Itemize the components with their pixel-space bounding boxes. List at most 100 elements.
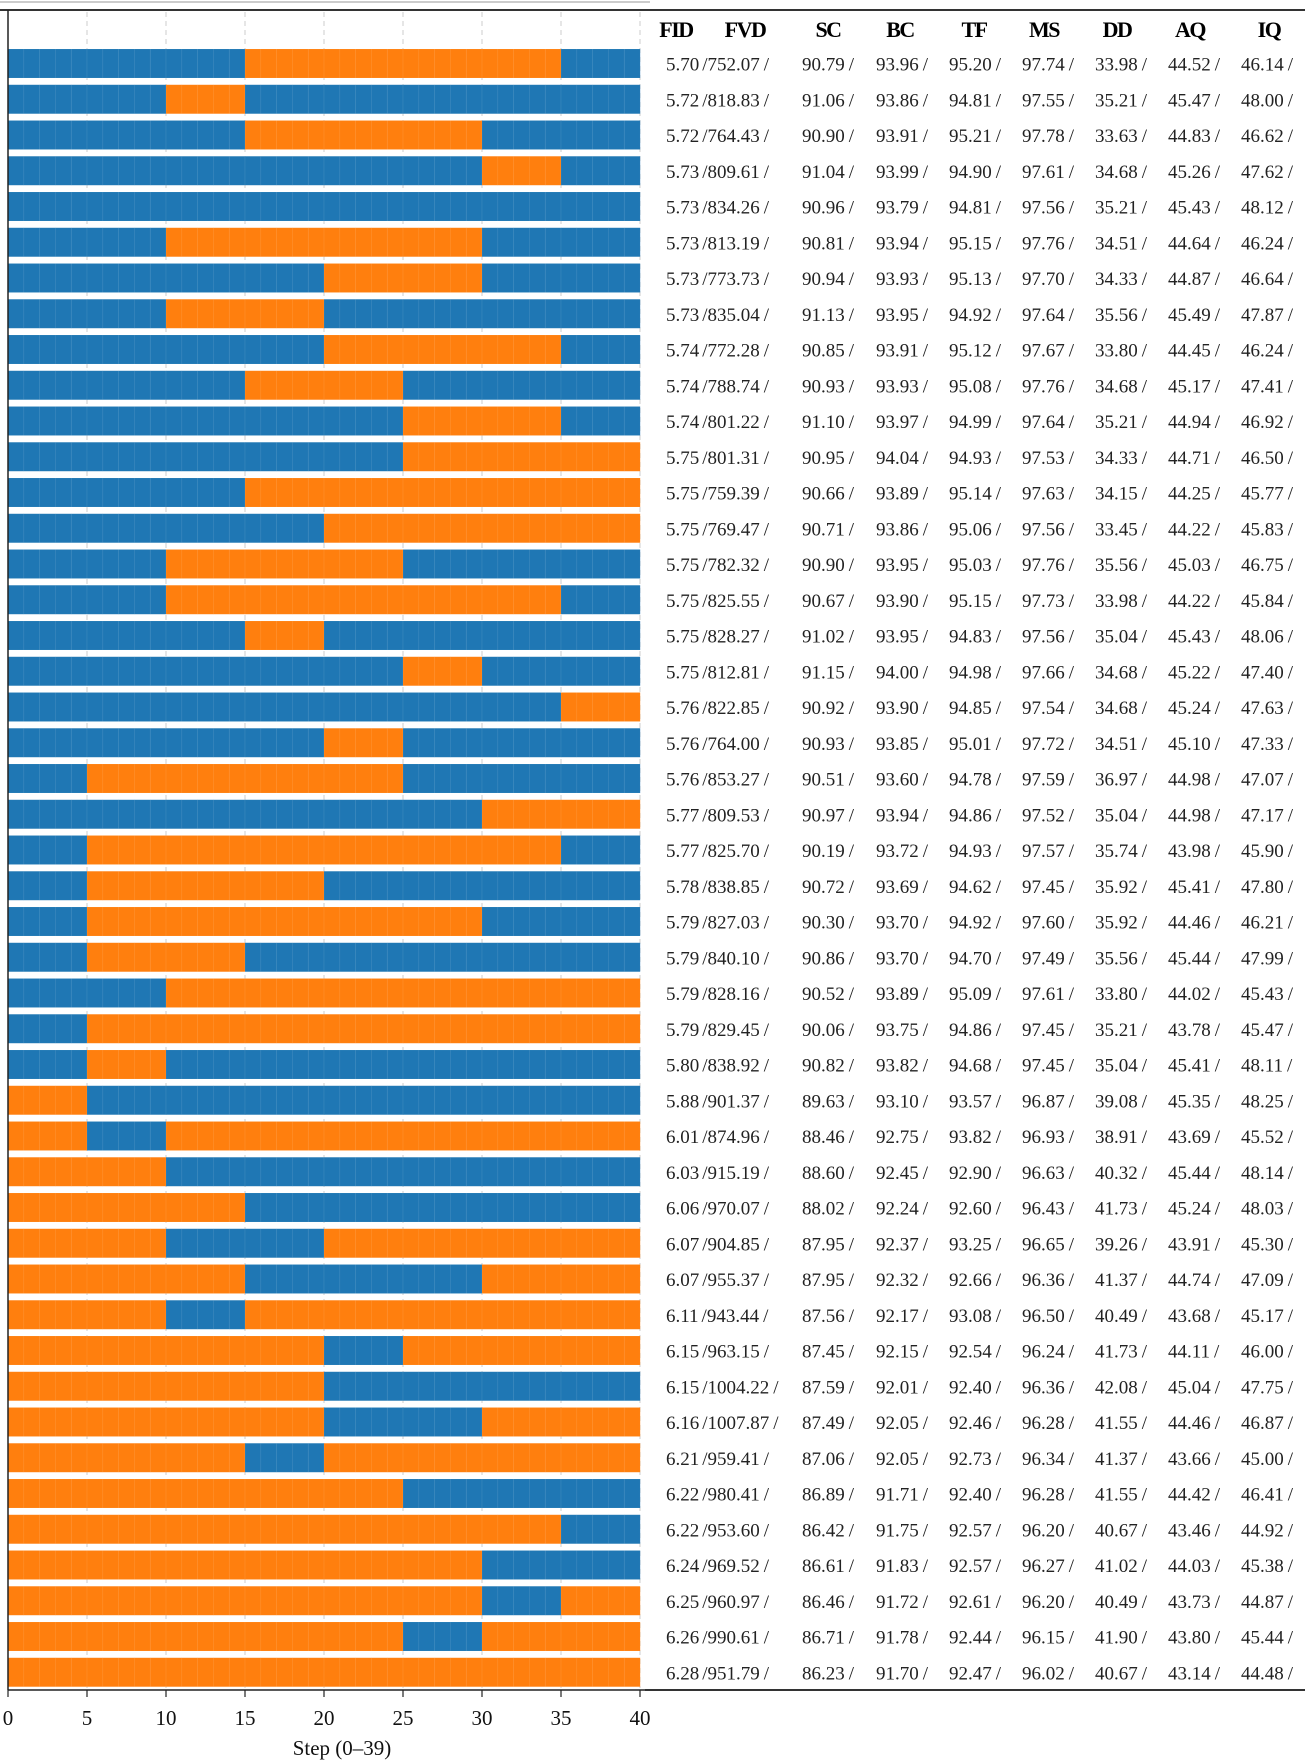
bar-segment-orange bbox=[86, 870, 104, 901]
bar-segment-orange bbox=[465, 1585, 483, 1616]
bar-segment-blue bbox=[386, 942, 404, 973]
bar-segment-orange bbox=[560, 1335, 578, 1366]
bar-segment-blue bbox=[592, 84, 609, 115]
bar-segment-blue bbox=[307, 84, 325, 115]
cell-value: 96.27 bbox=[1022, 1556, 1065, 1577]
bar-segment-blue bbox=[165, 1085, 183, 1116]
table-row: 6.15/963.15/87.45/92.15/92.54/96.24/41.7… bbox=[666, 1342, 1294, 1363]
cell-value-fid: 6.25 bbox=[666, 1592, 699, 1613]
cell-value: 92.73 bbox=[949, 1449, 992, 1470]
bar-segment-blue bbox=[307, 513, 325, 544]
bar-segment-orange bbox=[55, 1514, 72, 1545]
bar-segment-orange bbox=[529, 406, 546, 436]
cell-value: 92.32 bbox=[876, 1270, 919, 1291]
bar-segment-orange bbox=[529, 799, 546, 830]
bar-segment-orange bbox=[244, 1371, 262, 1402]
cell-dd: 35.21/ bbox=[1095, 198, 1148, 219]
bar-segment-orange bbox=[450, 1228, 467, 1259]
bar-segment-blue bbox=[276, 406, 293, 436]
bar-segment-orange bbox=[623, 1621, 641, 1652]
bar-segment-orange bbox=[102, 1156, 120, 1187]
bar-segment-orange bbox=[307, 978, 325, 1008]
bar-segment-blue bbox=[307, 441, 325, 472]
bar-segment-orange bbox=[529, 978, 546, 1008]
bar-segment-blue bbox=[623, 1371, 641, 1402]
bar-segment-blue bbox=[576, 263, 594, 293]
bar-segment-blue bbox=[513, 227, 530, 258]
cell-value: 94.92 bbox=[949, 305, 992, 326]
bar-segment-blue bbox=[213, 1299, 230, 1330]
cell-value: 94.93 bbox=[949, 841, 992, 862]
cell-value: 88.02 bbox=[802, 1199, 845, 1220]
cell-value: 87.95 bbox=[802, 1234, 845, 1255]
cell-value: 94.68 bbox=[949, 1056, 992, 1077]
cell-separator: / bbox=[702, 841, 708, 862]
bar-segment-blue bbox=[544, 120, 562, 150]
bar-segment-blue bbox=[371, 656, 388, 687]
cell-dd: 34.51/ bbox=[1095, 233, 1148, 254]
bar-segment-orange bbox=[213, 1621, 230, 1652]
bar-segment-orange bbox=[307, 477, 325, 508]
cell-value: 96.63 bbox=[1022, 1163, 1065, 1184]
bar-segment-orange bbox=[576, 799, 594, 830]
bar-segment-orange bbox=[307, 120, 325, 150]
bar-segment-orange bbox=[418, 835, 436, 865]
bar-segment-orange bbox=[371, 120, 388, 150]
bar-segment-orange bbox=[623, 692, 641, 722]
bar-segment-orange bbox=[197, 1478, 214, 1509]
bar-segment-blue bbox=[339, 620, 357, 651]
cell-value: 97.67 bbox=[1022, 341, 1065, 362]
bar-segment-orange bbox=[339, 835, 357, 865]
bar-segment-blue bbox=[592, 155, 609, 186]
cell-separator: / bbox=[1288, 1520, 1294, 1541]
bar-segment-blue bbox=[134, 692, 151, 722]
cell-tf: 94.86/ bbox=[949, 805, 1002, 826]
bar-segment-blue bbox=[434, 1049, 451, 1080]
cell-value: 93.91 bbox=[876, 341, 919, 362]
bar-segment-blue bbox=[70, 298, 88, 329]
cell-aq: 43.68/ bbox=[1168, 1306, 1221, 1327]
cell-value: 43.68 bbox=[1168, 1306, 1211, 1327]
bar-segment-blue bbox=[181, 1156, 199, 1187]
bar-segment-blue bbox=[244, 1156, 262, 1187]
bar-segment-orange bbox=[402, 441, 420, 472]
bar-segment-orange bbox=[323, 477, 341, 508]
cell-separator: / bbox=[1288, 591, 1294, 612]
bar-segment-orange bbox=[181, 763, 199, 794]
bar-segment-orange bbox=[450, 656, 467, 687]
bar-segment-orange bbox=[149, 1514, 167, 1545]
cell-sc: 87.95/ bbox=[802, 1234, 855, 1255]
bar-segment-orange bbox=[529, 48, 546, 79]
cell-separator: / bbox=[1215, 1592, 1221, 1613]
cell-separator: / bbox=[849, 341, 855, 362]
cell-fid-fvd: 6.01/874.96/ bbox=[666, 1127, 770, 1148]
cell-separator: / bbox=[996, 627, 1002, 648]
bar-segment-blue bbox=[307, 1264, 325, 1294]
bar-segment-orange bbox=[70, 1407, 88, 1437]
bar-segment-blue bbox=[228, 406, 246, 436]
x-tick-label: 30 bbox=[472, 1706, 493, 1730]
bar-segment-blue bbox=[181, 441, 199, 472]
bar-segment-orange bbox=[307, 620, 325, 651]
cell-value: 34.68 bbox=[1095, 376, 1138, 397]
bar-segment-orange bbox=[371, 370, 388, 401]
bar-segment-orange bbox=[260, 549, 278, 579]
bar-row bbox=[7, 1657, 641, 1688]
bar-segment-orange bbox=[165, 1264, 183, 1294]
bar-segment-orange bbox=[118, 1192, 135, 1223]
bar-segment-blue bbox=[592, 1085, 609, 1116]
bar-segment-blue bbox=[86, 406, 104, 436]
bar-segment-blue bbox=[213, 513, 230, 544]
cell-value: 91.72 bbox=[876, 1592, 919, 1613]
bar-segment-blue bbox=[55, 620, 72, 651]
bar-segment-orange bbox=[560, 1621, 578, 1652]
bar-segment-orange bbox=[339, 1299, 357, 1330]
bar-segment-orange bbox=[244, 120, 262, 150]
bar-segment-orange bbox=[323, 1514, 341, 1545]
bar-segment-orange bbox=[323, 727, 341, 758]
cell-ms: 97.66/ bbox=[1022, 662, 1075, 683]
bar-row bbox=[7, 1264, 641, 1294]
bar-segment-blue bbox=[213, 155, 230, 186]
bar-segment-orange bbox=[529, 513, 546, 544]
cell-value: 90.82 bbox=[802, 1056, 845, 1077]
